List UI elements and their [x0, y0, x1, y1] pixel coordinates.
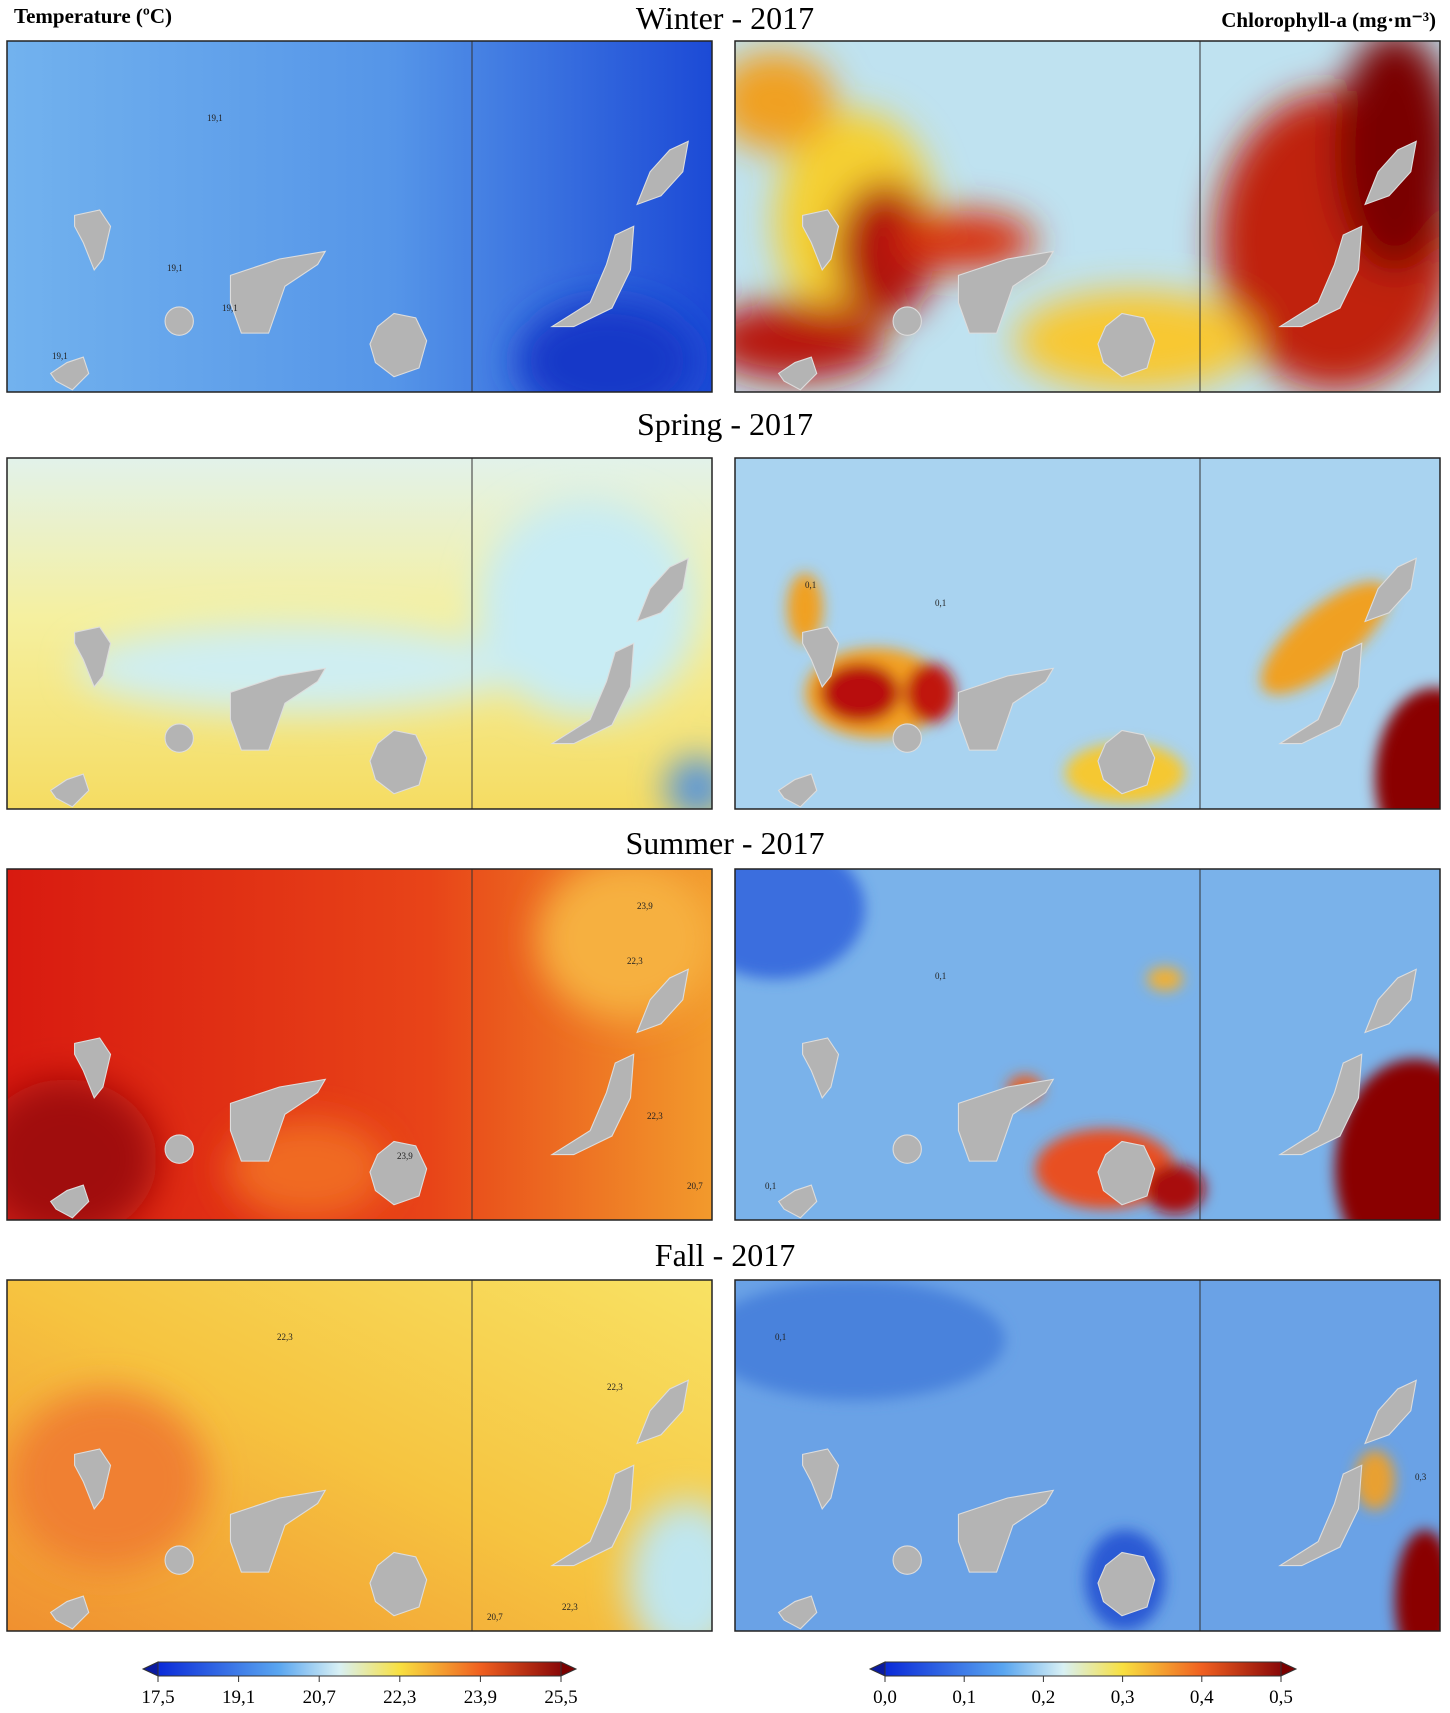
colorbar-tick-label: 20,7: [303, 1687, 336, 1708]
left-header: Temperature (ºC): [14, 4, 172, 28]
contour-label: 0,1: [765, 1181, 776, 1191]
contour-label: 22,3: [647, 1111, 663, 1121]
chlorophyll-map: 0,1 0,1: [734, 457, 1441, 810]
chlorophyll-map: 0,1 0,3: [734, 1279, 1441, 1632]
panel-title: Winter - 2017: [636, 0, 814, 36]
panel-border: [6, 868, 713, 1221]
contour-label: 0,1: [775, 1332, 786, 1342]
colorbar-tick-label: 17,5: [141, 1687, 174, 1708]
panel-border: [734, 868, 1441, 1221]
colorbar-tick-label: 0,3: [1111, 1687, 1135, 1708]
contour-label: 19,1: [222, 303, 238, 313]
colorbar-tick-label: 0,2: [1032, 1687, 1056, 1708]
panel-border: [6, 40, 713, 393]
colorbar-tick-label: 19,1: [222, 1687, 255, 1708]
contour-label: 19,1: [167, 263, 183, 273]
contour-label: 19,1: [52, 351, 68, 361]
contour-label: 20,7: [487, 1612, 503, 1622]
contour-label: 22,3: [562, 1602, 578, 1612]
panel-title: Fall - 2017: [655, 1237, 795, 1273]
contour-label: 19,1: [207, 113, 223, 123]
contour-label: 22,3: [627, 956, 643, 966]
colorbar-tick-label: 0,0: [873, 1687, 897, 1708]
colorbar-tick-label: 0,1: [952, 1687, 976, 1708]
temperature-map: 23,9 22,3 22,3 23,9 20,7: [6, 868, 713, 1221]
colorbar-tick-label: 25,5: [544, 1687, 577, 1708]
contour-label: 22,3: [277, 1332, 293, 1342]
colorbar-tick-label: 23,9: [464, 1687, 497, 1708]
temperature-map: 22,3 22,3 22,3 20,7: [6, 1279, 713, 1632]
chlorophyll-map: [734, 40, 1441, 393]
panel-border: [734, 1279, 1441, 1632]
chlorophyll-colorbar: [884, 1661, 1282, 1677]
panel-border: [734, 457, 1441, 810]
contour-label: 23,9: [397, 1151, 413, 1161]
temperature-map: 19,1 19,1 19,1 19,1: [6, 40, 713, 393]
contour-label: 22,3: [607, 1382, 623, 1392]
panel-border: [6, 457, 713, 810]
temperature-colorbar: [157, 1661, 562, 1677]
panel-border: [734, 40, 1441, 393]
contour-label: 0,1: [935, 598, 946, 608]
colorbar-tick-label: 0,5: [1269, 1687, 1293, 1708]
chlorophyll-map: 0,1 0,1: [734, 868, 1441, 1221]
panel-title: Summer - 2017: [625, 825, 824, 861]
panel-border: [6, 1279, 713, 1632]
temperature-map: [6, 457, 713, 810]
colorbar-tick-label: 22,3: [383, 1687, 416, 1708]
contour-label: 0,1: [935, 971, 946, 981]
right-header: Chlorophyll-a (mg·m⁻³): [1221, 8, 1436, 32]
contour-label: 20,7: [687, 1181, 703, 1191]
contour-label: 23,9: [637, 901, 653, 911]
colorbar-tick-label: 0,4: [1190, 1687, 1214, 1708]
contour-label: 0,1: [805, 580, 816, 590]
contour-label: 0,3: [1415, 1472, 1427, 1482]
panel-title: Spring - 2017: [637, 406, 813, 442]
